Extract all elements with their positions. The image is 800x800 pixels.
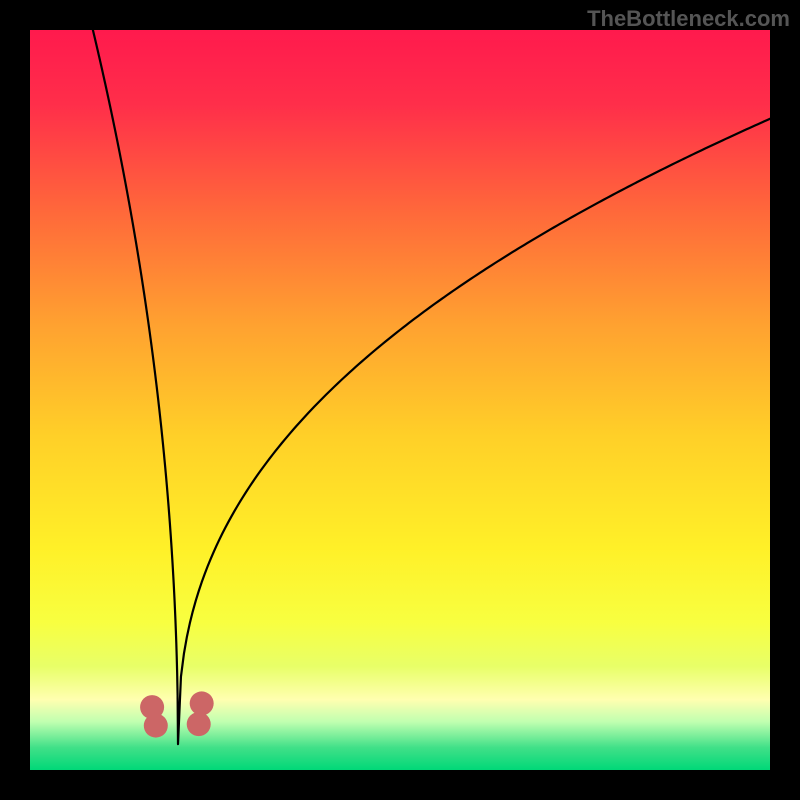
- watermark-text: TheBottleneck.com: [587, 6, 790, 32]
- chart-container: TheBottleneck.com: [0, 0, 800, 800]
- bottleneck-chart: [0, 0, 800, 800]
